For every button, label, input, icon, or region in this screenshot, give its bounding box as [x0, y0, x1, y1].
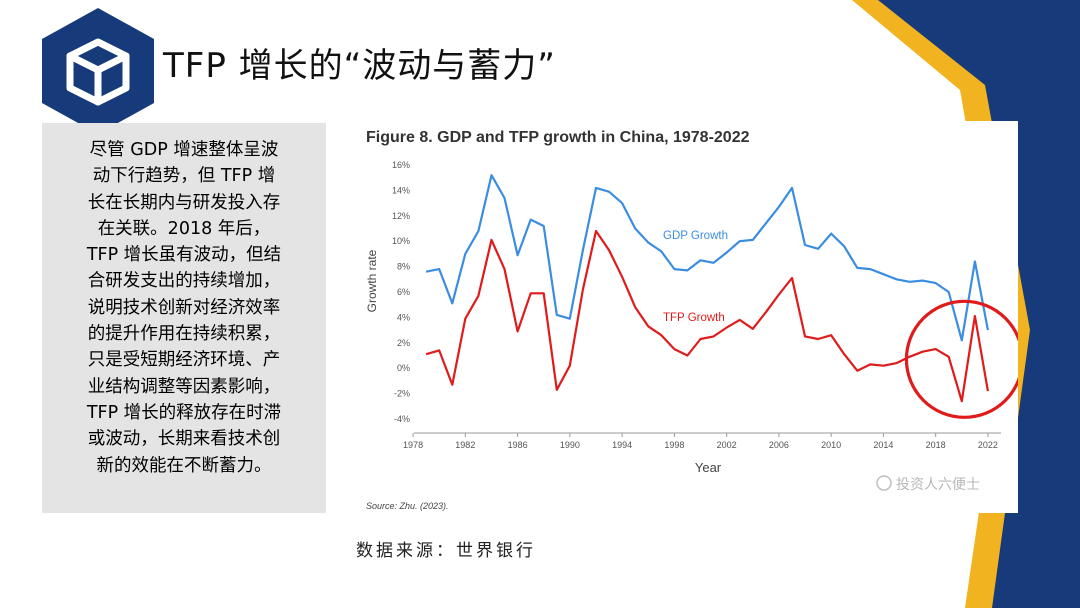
cube-logo-icon	[42, 8, 154, 134]
slide-title: TFP 增长的“波动与蓄力”	[163, 46, 556, 86]
x-tick-label: 2018	[926, 440, 946, 450]
y-tick-label: -2%	[394, 389, 410, 399]
y-tick-label: 6%	[397, 287, 410, 297]
x-tick-label: 1982	[455, 440, 475, 450]
x-tick-label: 2006	[769, 440, 789, 450]
y-tick-label: 4%	[397, 312, 410, 322]
x-tick-label: 1994	[612, 440, 632, 450]
y-tick-label: 16%	[392, 160, 410, 170]
y-tick-label: 12%	[392, 211, 410, 221]
description-line: 长在长期内与研发投入存	[87, 192, 281, 213]
chart-source: Source: Zhu. (2023).	[366, 501, 449, 511]
description-line: 说明技术创新对经济效率	[87, 297, 281, 318]
description-line: 合研发支出的持续增加，	[87, 271, 281, 292]
chart-title: Figure 8. GDP and TFP growth in China, 1…	[366, 129, 750, 146]
y-axis-label: Growth rate	[365, 249, 379, 312]
x-tick-label: 1986	[508, 440, 528, 450]
description-box: 尽管 GDP 增速整体呈波 动下行趋势，但 TFP 增 长在长期内与研发投入存 …	[42, 123, 326, 513]
x-tick-label: 1990	[560, 440, 580, 450]
description-line: 在关联。2018 年后，	[97, 218, 271, 239]
description-line: 或波动，长期来看技术创	[87, 429, 281, 450]
y-tick-label: 8%	[397, 262, 410, 272]
x-axis-label: Year	[695, 460, 722, 475]
description-line: 业结构调整等因素影响，	[87, 376, 281, 397]
x-tick-label: 2002	[717, 440, 737, 450]
chart-card: Figure 8. GDP and TFP growth in China, 1…	[348, 121, 1025, 513]
y-tick-label: 10%	[392, 236, 410, 246]
description-line: 尽管 GDP 增速整体呈波	[89, 140, 279, 160]
description-line: TFP 增长的释放存在时滞	[86, 402, 282, 423]
description-line: TFP 增长虽有波动，但结	[86, 245, 282, 266]
gdp-series-label: GDP Growth	[663, 230, 728, 242]
x-tick-label: 1998	[664, 440, 684, 450]
y-tick-label: 2%	[397, 338, 410, 348]
description-line: 只是受短期经济环境、产	[87, 350, 281, 371]
x-tick-label: 2010	[821, 440, 841, 450]
watermark-text: 投资人六便士	[896, 476, 980, 492]
y-tick-label: 14%	[392, 185, 410, 195]
tfp-growth-line	[425, 229, 989, 403]
description-line: 动下行趋势，但 TFP 增	[92, 166, 276, 187]
gdp-growth-line	[425, 174, 989, 342]
description-text: 尽管 GDP 增速整体呈波 动下行趋势，但 TFP 增 长在长期内与研发投入存 …	[52, 137, 316, 479]
x-tick-label: 2022	[978, 440, 998, 450]
description-line: 新的效能在不断蓄力。	[96, 455, 272, 476]
x-tick-label: 1978	[403, 440, 423, 450]
x-tick-label: 2014	[873, 440, 893, 450]
description-line: 的提升作用在持续积累，	[87, 324, 281, 345]
y-tick-label: -4%	[394, 414, 410, 424]
tfp-series-label: TFP Growth	[663, 312, 725, 324]
y-tick-label: 0%	[397, 363, 410, 373]
watermark-logo-icon	[876, 475, 892, 491]
growth-chart: Figure 8. GDP and TFP growth in China, 1…	[365, 129, 1025, 511]
data-source-note: 数据来源：世界银行	[356, 541, 536, 561]
